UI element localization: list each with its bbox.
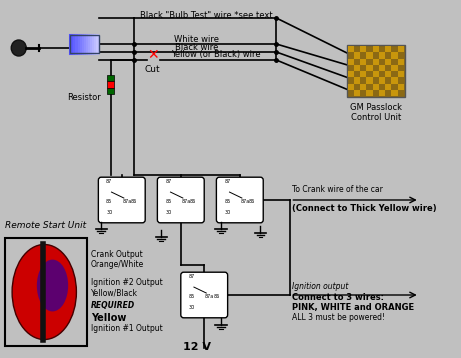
Text: (Connect to Thick Yellow wire): (Connect to Thick Yellow wire) [292,204,437,213]
FancyBboxPatch shape [181,272,228,318]
Text: ✕: ✕ [147,48,159,62]
Text: Black "Bulb Test" wire *see text: Black "Bulb Test" wire *see text [140,11,272,20]
Text: Yellow: Yellow [91,313,126,323]
Bar [397,58,404,65]
Text: 85: 85 [165,199,171,204]
Bar [107,88,114,94]
Bar [354,90,360,96]
Text: Crank Output
Orange/White: Crank Output Orange/White [91,250,144,270]
Bar [107,81,114,88]
Text: GM Passlock: GM Passlock [349,103,402,112]
Text: White wire: White wire [174,35,219,44]
Text: 87: 87 [165,179,171,184]
Bar [366,90,372,96]
Text: Yellow (or Black) wire: Yellow (or Black) wire [171,50,260,59]
Text: 87a: 87a [205,294,214,299]
Text: 86: 86 [213,294,219,299]
Bar [360,46,366,52]
Text: ALL 3 must be powered!: ALL 3 must be powered! [292,313,385,322]
Bar [366,77,372,83]
Text: Resistor: Resistor [67,93,101,102]
Bar [391,77,397,83]
Bar [385,46,391,52]
Text: To Crank wire of the car: To Crank wire of the car [292,185,383,194]
Bar [385,83,391,90]
Text: PINK, WHITE and ORANGE: PINK, WHITE and ORANGE [292,303,414,312]
Bar [70,35,99,53]
Text: Ignition #1 Output: Ignition #1 Output [91,324,163,333]
Text: 87a: 87a [123,199,132,204]
Text: REQUIRED: REQUIRED [91,301,135,310]
FancyBboxPatch shape [98,177,145,223]
Bar [379,90,385,96]
Text: 30: 30 [106,210,112,215]
Bar [360,71,366,77]
Text: 30: 30 [165,210,171,215]
Bar [348,83,354,90]
Ellipse shape [37,260,68,311]
Text: 30: 30 [224,210,230,215]
FancyBboxPatch shape [216,177,263,223]
Text: Ignition #2 Output
Yellow/Black: Ignition #2 Output Yellow/Black [91,278,163,297]
Bar [348,71,354,77]
Text: 85: 85 [106,199,112,204]
Text: Ignition output: Ignition output [292,282,349,291]
Bar [372,83,379,90]
Text: 87a: 87a [182,199,191,204]
Bar [397,46,404,52]
FancyBboxPatch shape [157,177,204,223]
Text: 86: 86 [190,199,196,204]
Bar [385,58,391,65]
Bar [5,238,87,346]
Text: Connect to 3 wires:: Connect to 3 wires: [292,293,384,302]
Bar [360,58,366,65]
Bar [391,90,397,96]
Bar [360,83,366,90]
Bar [372,58,379,65]
Bar [348,46,354,52]
Text: 87: 87 [224,179,230,184]
Text: Cut: Cut [145,65,160,74]
Circle shape [11,40,26,56]
Bar [397,83,404,90]
Bar [107,75,114,81]
Bar [379,65,385,71]
Bar [366,52,372,58]
Bar [391,52,397,58]
Text: 85: 85 [189,294,195,299]
Bar [348,58,354,65]
Bar [391,65,397,71]
Text: 85: 85 [224,199,230,204]
Bar [379,52,385,58]
Text: 86: 86 [249,199,255,204]
Text: 30: 30 [189,305,195,310]
Text: 12 V: 12 V [183,342,211,352]
Ellipse shape [12,245,77,339]
Bar [366,65,372,71]
Bar [354,52,360,58]
Bar [354,65,360,71]
Text: Black wire: Black wire [175,43,219,52]
Bar [347,45,405,97]
Text: 87: 87 [106,179,112,184]
Text: 86: 86 [131,199,137,204]
Text: Remote Start Unit: Remote Start Unit [5,221,86,230]
Text: Control Unit: Control Unit [350,113,401,122]
Bar [379,77,385,83]
Bar [372,46,379,52]
Bar [385,71,391,77]
Bar [354,77,360,83]
Bar [397,71,404,77]
Text: 87a: 87a [241,199,250,204]
Bar [372,71,379,77]
Text: 87: 87 [189,274,195,279]
